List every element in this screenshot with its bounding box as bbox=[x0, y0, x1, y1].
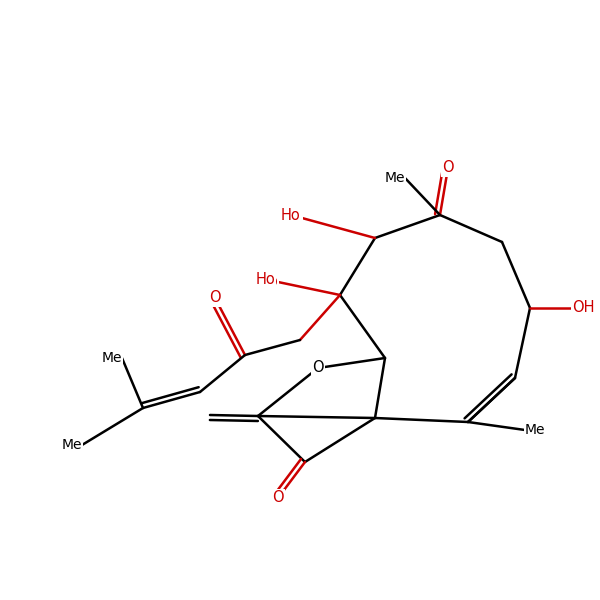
Text: Me: Me bbox=[62, 438, 82, 452]
Text: O: O bbox=[209, 290, 221, 305]
Text: O: O bbox=[312, 361, 324, 376]
Text: O: O bbox=[312, 361, 324, 376]
Text: O: O bbox=[442, 160, 454, 175]
Text: OH: OH bbox=[572, 301, 595, 316]
Text: O: O bbox=[442, 160, 454, 175]
Text: Me: Me bbox=[525, 423, 545, 437]
Text: O: O bbox=[272, 491, 284, 505]
Text: O: O bbox=[272, 491, 284, 505]
Text: Ho: Ho bbox=[280, 208, 300, 223]
Text: O: O bbox=[209, 290, 221, 305]
Text: Ho: Ho bbox=[255, 272, 275, 287]
Text: Ho: Ho bbox=[258, 275, 278, 289]
Text: Me: Me bbox=[101, 351, 122, 365]
Text: Me: Me bbox=[385, 171, 405, 185]
Text: Ho: Ho bbox=[282, 211, 302, 226]
